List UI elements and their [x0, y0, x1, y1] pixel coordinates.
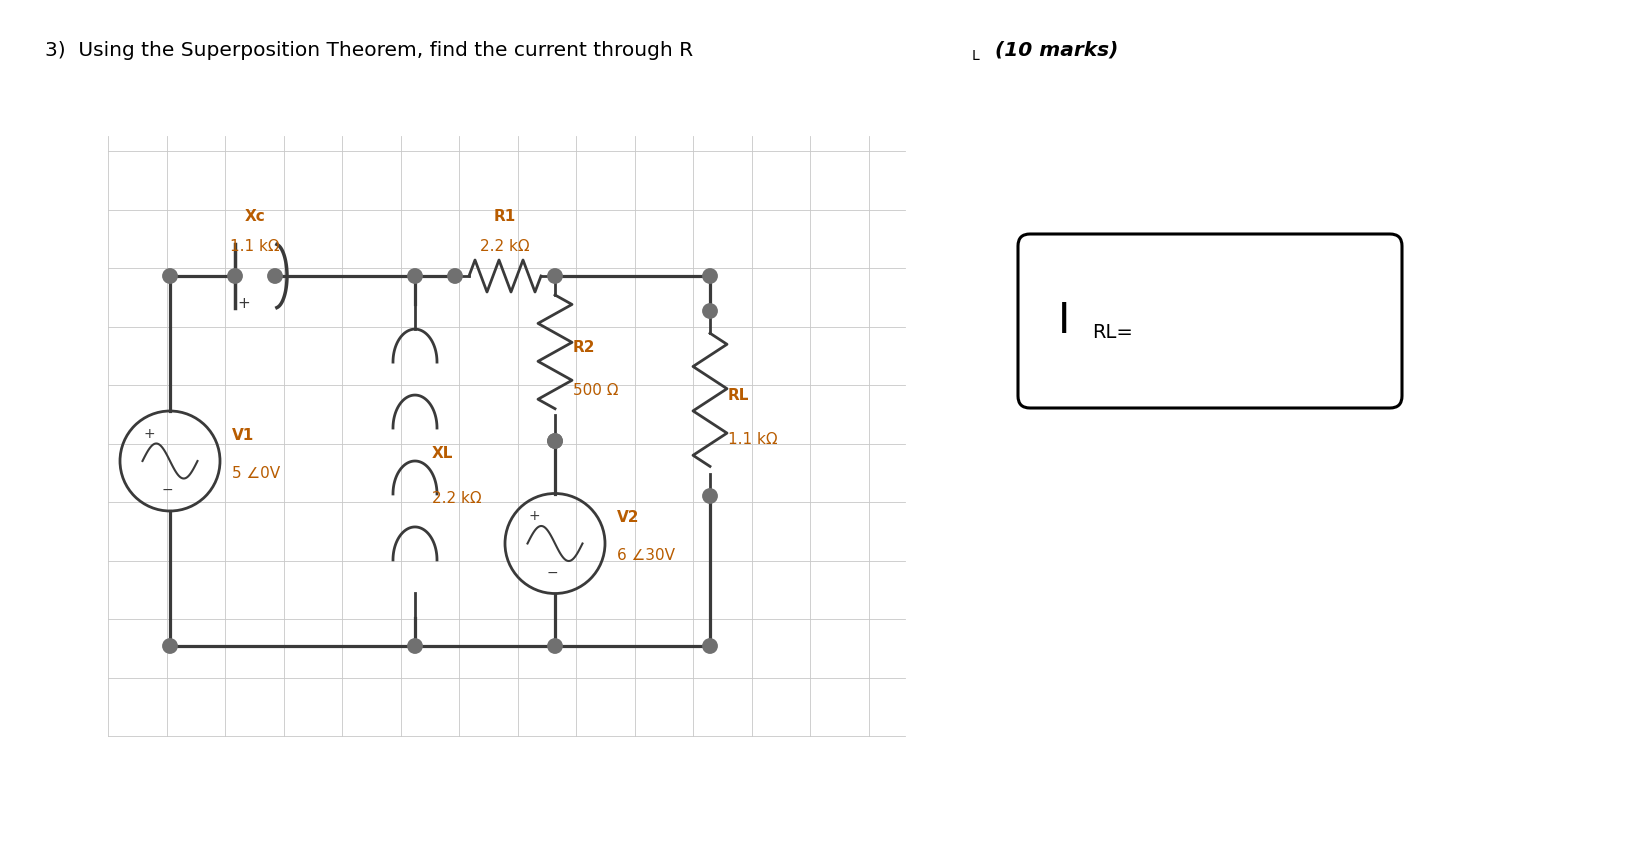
Circle shape [703, 489, 717, 503]
Text: RL: RL [727, 389, 749, 403]
Circle shape [703, 304, 717, 318]
Text: (10 marks): (10 marks) [988, 41, 1119, 60]
Text: RL=: RL= [1093, 324, 1133, 342]
Text: I: I [1058, 300, 1070, 342]
Text: L: L [971, 49, 980, 63]
Circle shape [162, 639, 177, 653]
Text: V1: V1 [233, 428, 254, 443]
Text: XL: XL [432, 446, 454, 461]
Circle shape [703, 269, 717, 283]
Text: +: + [143, 427, 156, 441]
Text: 3)  Using the Superposition Theorem, find the current through R: 3) Using the Superposition Theorem, find… [44, 41, 693, 60]
Text: 1.1 kΩ: 1.1 kΩ [727, 431, 778, 447]
Text: +: + [527, 509, 541, 524]
Circle shape [547, 639, 562, 653]
Text: V2: V2 [618, 510, 639, 526]
Text: Xc: Xc [244, 209, 265, 224]
Text: 5 ∠0V: 5 ∠0V [233, 466, 280, 481]
Circle shape [228, 269, 242, 283]
Text: −: − [547, 566, 559, 580]
Text: 6 ∠30V: 6 ∠30V [618, 549, 675, 563]
FancyBboxPatch shape [1017, 234, 1402, 408]
Text: 500 Ω: 500 Ω [573, 383, 619, 398]
Circle shape [447, 269, 462, 283]
Text: +: + [238, 295, 251, 311]
Circle shape [408, 639, 423, 653]
Text: 1.1 kΩ: 1.1 kΩ [231, 239, 280, 254]
Circle shape [547, 434, 562, 449]
Circle shape [408, 269, 423, 283]
Circle shape [547, 269, 562, 283]
Circle shape [267, 269, 282, 283]
Text: −: − [162, 483, 174, 497]
Text: 2.2 kΩ: 2.2 kΩ [432, 491, 482, 506]
Circle shape [547, 434, 562, 449]
Text: R2: R2 [573, 340, 596, 355]
Text: 2.2 kΩ: 2.2 kΩ [480, 239, 529, 254]
Circle shape [703, 639, 717, 653]
Circle shape [162, 269, 177, 283]
Text: R1: R1 [495, 209, 516, 224]
